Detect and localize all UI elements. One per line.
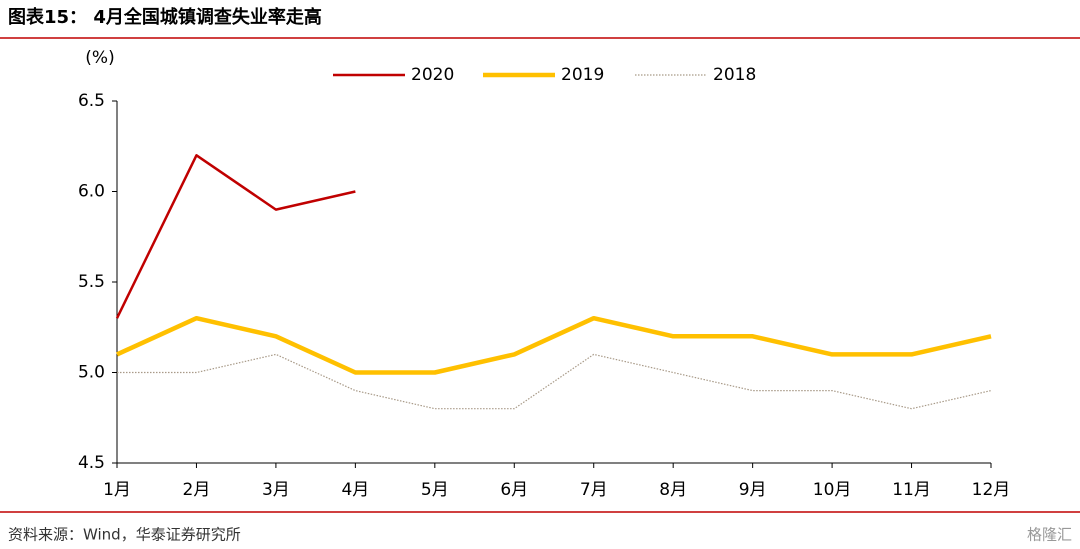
legend-label: 2019: [561, 65, 604, 85]
x-tick-label: 5月: [421, 480, 449, 500]
y-tick-label: 5.0: [78, 363, 105, 383]
y-tick-label: 6.0: [78, 182, 105, 202]
x-tick-label: 1月: [103, 480, 131, 500]
x-tick-label: 8月: [659, 480, 687, 500]
x-tick-label: 3月: [262, 480, 290, 500]
y-tick-label: 4.5: [78, 453, 105, 473]
x-tick-label: 4月: [341, 480, 369, 500]
x-tick-label: 11月: [892, 480, 931, 500]
x-tick-label: 6月: [500, 480, 528, 500]
legend-label: 2020: [411, 65, 454, 85]
x-tick-label: 10月: [813, 480, 852, 500]
source: 资料来源：Wind，华泰证券研究所: [8, 526, 241, 544]
y-tick-label: 5.5: [78, 272, 105, 292]
chart-title: 图表15： 4月全国城镇调查失业率走高: [8, 6, 322, 28]
series-line: [116, 315, 992, 375]
x-tick-label: 7月: [580, 480, 608, 500]
x-tick-label: 9月: [739, 480, 767, 500]
x-tick-label: 2月: [183, 480, 211, 500]
watermark: 格隆汇: [1027, 526, 1072, 544]
y-axis-label: (%): [85, 48, 114, 68]
y-tick-label: 6.5: [78, 91, 105, 111]
series-line: [117, 353, 992, 410]
legend-label: 2018: [713, 65, 756, 85]
x-tick-label: 12月: [972, 480, 1011, 500]
series-line: [115, 154, 356, 319]
